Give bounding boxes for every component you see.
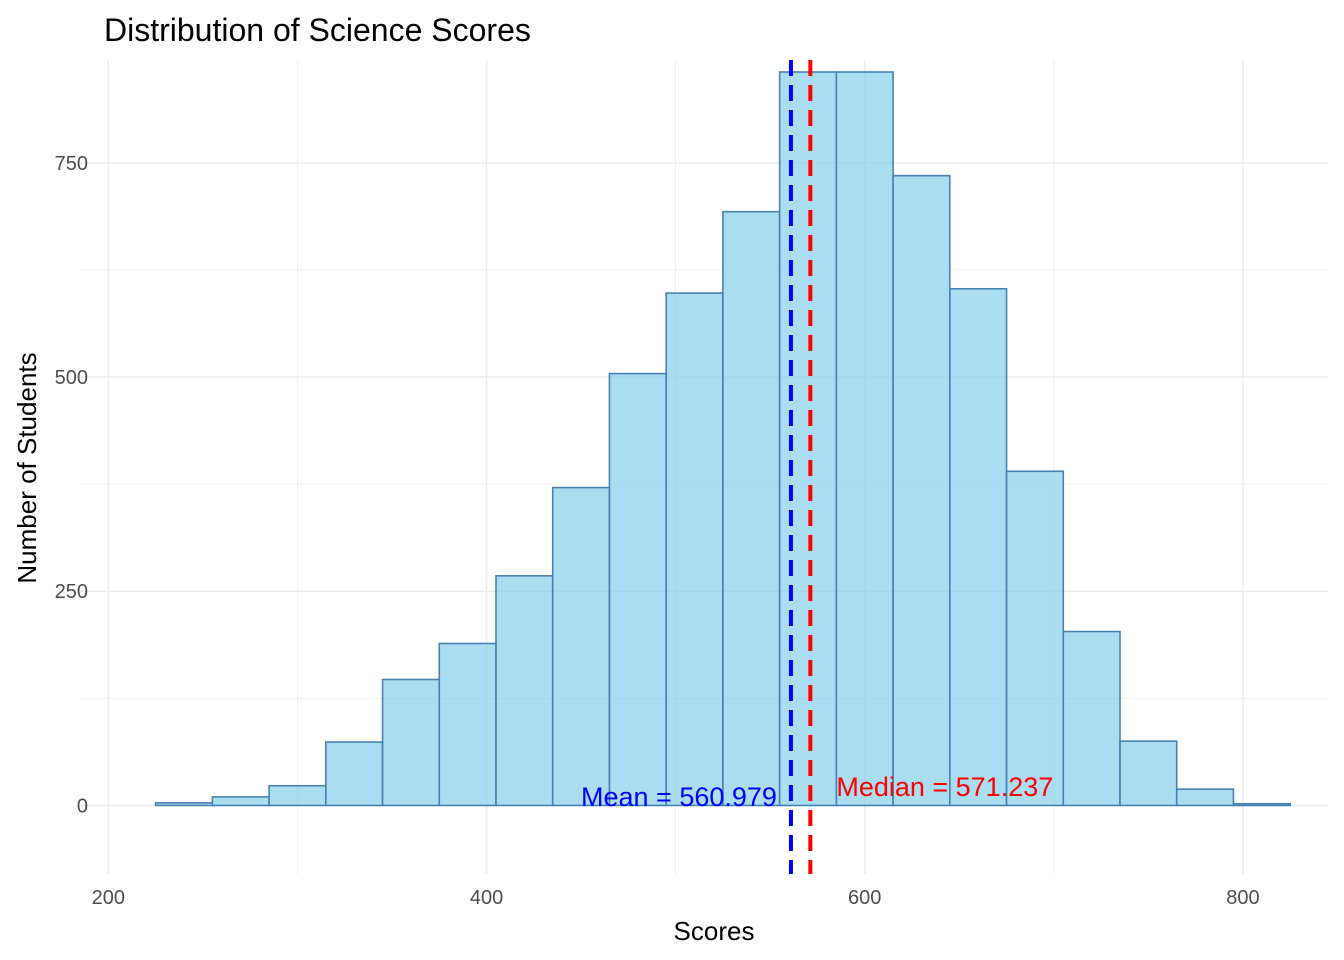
- histogram-bar: [268, 784, 327, 807]
- histogram-bar: [949, 287, 1008, 807]
- histogram-bar: [1175, 788, 1235, 807]
- histogram-bar: [1062, 630, 1121, 807]
- histogram-bar: [835, 71, 894, 807]
- histogram-bar: [1005, 470, 1065, 807]
- y-tick-label: 0: [77, 795, 88, 817]
- histogram-bar: [438, 642, 497, 807]
- mean-label: Mean = 560.979: [581, 782, 777, 812]
- histogram-bar: [154, 802, 214, 807]
- histogram-bar: [1119, 740, 1178, 807]
- histogram-bar: [211, 796, 270, 807]
- x-tick-label: 400: [470, 887, 503, 909]
- x-tick-label: 800: [1226, 887, 1259, 909]
- histogram-bar: [892, 174, 951, 807]
- histogram-bar: [665, 292, 724, 807]
- histogram-bar: [778, 71, 838, 807]
- y-tick-label: 250: [55, 581, 88, 603]
- chart-title: Distribution of Science Scores: [104, 12, 531, 48]
- histogram-bars: [154, 71, 1291, 807]
- histogram-bar: [722, 210, 781, 807]
- reference-lines: Mean = 560.979 Median = 571.237: [581, 60, 1053, 874]
- histogram-bar: [381, 678, 441, 807]
- x-tick-label: 600: [848, 887, 881, 909]
- median-label: Median = 571.237: [836, 772, 1053, 802]
- histogram-bar: [325, 741, 384, 807]
- histogram-bar: [1232, 802, 1291, 807]
- histogram-bar: [608, 372, 667, 807]
- histogram-bar: [495, 575, 554, 807]
- axis-ticks: 200 400 600 800 0 250 500 750: [55, 153, 1260, 909]
- y-tick-label: 500: [55, 367, 88, 389]
- y-tick-label: 750: [55, 153, 88, 175]
- y-axis-title: Number of Students: [12, 352, 42, 583]
- x-axis-title: Scores: [674, 916, 755, 946]
- x-tick-label: 200: [92, 887, 125, 909]
- histogram-bar: [551, 486, 611, 807]
